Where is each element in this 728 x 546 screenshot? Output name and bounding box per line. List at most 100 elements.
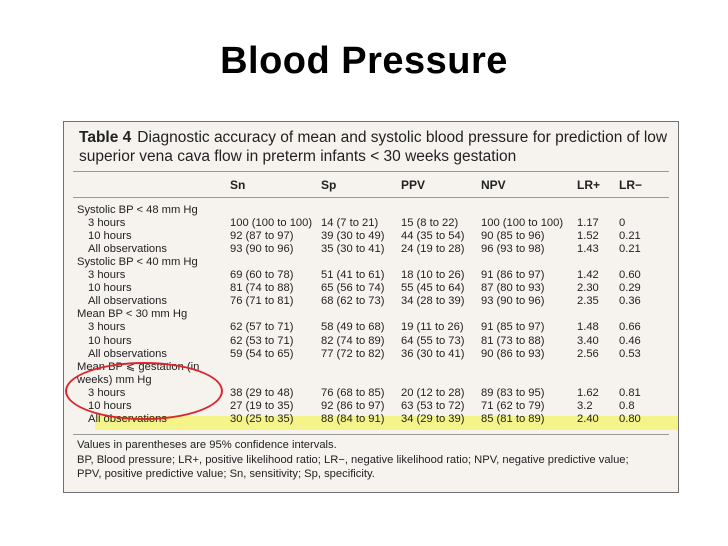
caption-line-1: Diagnostic accuracy of mean and systolic… xyxy=(137,129,668,146)
table-cell: 100 (100 to 100) xyxy=(481,217,564,230)
row-label: 10 hours xyxy=(88,230,132,243)
table-row: 3 hours 38 (29 to 48) 76 (68 to 85) 20 (12 … xyxy=(64,387,680,399)
row-label: 3 hours xyxy=(88,269,126,282)
table-cell: 58 (49 to 68) xyxy=(321,321,385,334)
table-cell: 30 (25 to 35) xyxy=(230,412,294,425)
table-row: 10 hours 81 (74 to 88) 65 (56 to 74) 55 (45… xyxy=(64,282,680,294)
table-cell: 19 (11 to 26) xyxy=(401,321,464,334)
table-caption: Table 4 Diagnostic accuracy of mean and s… xyxy=(79,128,669,166)
table-cell: 2.56 xyxy=(577,347,599,360)
table-cell: 0.21 xyxy=(619,230,641,243)
table-cell: 92 (86 to 97) xyxy=(321,399,385,412)
table-cell: 18 (10 to 26) xyxy=(401,269,465,282)
table-cell: 0.46 xyxy=(619,334,641,347)
table-cell: 0.66 xyxy=(619,321,641,334)
row-label: Systolic BP < 40 mm Hg xyxy=(77,256,198,269)
bottom-rule xyxy=(73,434,669,435)
table-row: 10 hours 27 (19 to 35) 92 (86 to 97) 63 (53… xyxy=(64,400,680,412)
table-cell: 63 (53 to 72) xyxy=(401,399,465,412)
table-cell: 91 (85 to 97) xyxy=(481,321,545,334)
row-label: 10 hours xyxy=(88,282,132,295)
table-cell: 0.80 xyxy=(619,412,641,425)
table-cell: 93 (90 to 96) xyxy=(481,295,545,308)
table-row: All observations 59 (54 to 65) 77 (72 to 8… xyxy=(64,348,680,360)
table-cell: 1.48 xyxy=(577,321,599,334)
table-cell: 82 (74 to 89) xyxy=(321,334,385,347)
table-cell: 44 (35 to 54) xyxy=(401,230,465,243)
header-npv: NPV xyxy=(481,178,506,192)
table-cell: 93 (90 to 96) xyxy=(230,243,294,256)
table-cell: 51 (41 to 61) xyxy=(321,269,385,282)
table-cell: 85 (81 to 89) xyxy=(481,412,545,425)
table-cell: 96 (93 to 98) xyxy=(481,243,545,256)
table-figure: Table 4 Diagnostic accuracy of mean and s… xyxy=(63,121,679,493)
row-label: All observations xyxy=(88,347,167,360)
slide-title: Blood Pressure xyxy=(220,40,508,82)
table-cell: 14 (7 to 21) xyxy=(321,217,379,230)
table-row: All observations 76 (71 to 81) 68 (62 to 7… xyxy=(64,295,680,307)
table-row: 3 hours 69 (60 to 78) 51 (41 to 61) 18 (10 … xyxy=(64,269,680,281)
row-label: 3 hours xyxy=(88,321,126,334)
table-cell: 1.52 xyxy=(577,230,599,243)
highlight-row xyxy=(95,416,678,430)
table-row: Mean BP < 30 mm Hg xyxy=(64,308,680,320)
header-sp: Sp xyxy=(321,178,337,192)
top-rule xyxy=(73,171,669,172)
table-cell: 0.60 xyxy=(619,269,641,282)
table-cell: 89 (83 to 95) xyxy=(481,386,545,399)
table-cell: 0.21 xyxy=(619,243,641,256)
table-cell: 76 (68 to 85) xyxy=(321,386,385,399)
row-label: All observations xyxy=(88,243,167,256)
row-label: 3 hours xyxy=(88,217,126,230)
table-cell: 81 (74 to 88) xyxy=(230,282,294,295)
table-cell: 59 (54 to 65) xyxy=(230,347,294,360)
table-cell: 20 (12 to 28) xyxy=(401,386,465,399)
table-cell: 77 (72 to 82) xyxy=(321,347,385,360)
table-cell: 64 (55 to 73) xyxy=(401,334,465,347)
table-row: 3 hours 100 (100 to 100) 14 (7 to 21) 15 (8… xyxy=(64,217,680,229)
table-cell: 0.81 xyxy=(619,386,641,399)
table-cell: 90 (86 to 93) xyxy=(481,347,545,360)
table-cell: 34 (29 to 39) xyxy=(401,412,465,425)
row-label: All observations xyxy=(88,295,167,308)
table-cell: 3.2 xyxy=(577,399,593,412)
table-cell: 71 (62 to 79) xyxy=(481,399,545,412)
table-cell: 81 (73 to 88) xyxy=(481,334,545,347)
table-cell: 35 (30 to 41) xyxy=(321,243,385,256)
table-cell: 15 (8 to 22) xyxy=(401,217,459,230)
table-cell: 2.30 xyxy=(577,282,599,295)
table-cell: 34 (28 to 39) xyxy=(401,295,465,308)
table-cell: 1.17 xyxy=(577,217,599,230)
header-ppv: PPV xyxy=(401,178,426,192)
table-row: 3 hours 62 (57 to 71) 58 (49 to 68) 19 (11 … xyxy=(64,321,680,333)
header-sn: Sn xyxy=(230,178,246,192)
table-row: All observations 93 (90 to 96) 35 (30 to 4… xyxy=(64,243,680,255)
table-cell: 1.42 xyxy=(577,269,599,282)
table-row: Systolic BP < 48 mm Hg xyxy=(64,204,680,216)
table-cell: 69 (60 to 78) xyxy=(230,269,294,282)
table-cell: 0.29 xyxy=(619,282,641,295)
footnote-2: BP, Blood pressure; LR+, positive likeli… xyxy=(77,454,629,466)
red-circle-annotation xyxy=(65,362,223,420)
table-cell: 100 (100 to 100) xyxy=(230,217,313,230)
table-cell: 91 (86 to 97) xyxy=(481,269,545,282)
caption-line-2: superior vena cava flow in preterm infan… xyxy=(79,148,517,165)
header-lr-neg: LR− xyxy=(619,178,643,192)
table-row: 10 hours 62 (53 to 71) 82 (74 to 89) 64 (55… xyxy=(64,335,680,347)
footnote-3: PPV, positive predictive value; Sn, sens… xyxy=(77,468,375,480)
table-cell: 2.35 xyxy=(577,295,599,308)
table-cell: 0.36 xyxy=(619,295,641,308)
table-cell: 39 (30 to 49) xyxy=(321,230,385,243)
table-cell: 0.8 xyxy=(619,399,635,412)
row-label: 10 hours xyxy=(88,334,132,347)
row-label: Mean BP < 30 mm Hg xyxy=(77,308,188,321)
table-cell: 76 (71 to 81) xyxy=(230,295,294,308)
header-lr-pos: LR+ xyxy=(577,178,601,192)
table-cell: 0.53 xyxy=(619,347,641,360)
table-cell: 65 (56 to 74) xyxy=(321,282,385,295)
table-cell: 1.43 xyxy=(577,243,599,256)
table-cell: 62 (57 to 71) xyxy=(230,321,294,334)
table-cell: 62 (53 to 71) xyxy=(230,334,294,347)
table-cell: 38 (29 to 48) xyxy=(230,386,294,399)
table-cell: 24 (19 to 28) xyxy=(401,243,465,256)
